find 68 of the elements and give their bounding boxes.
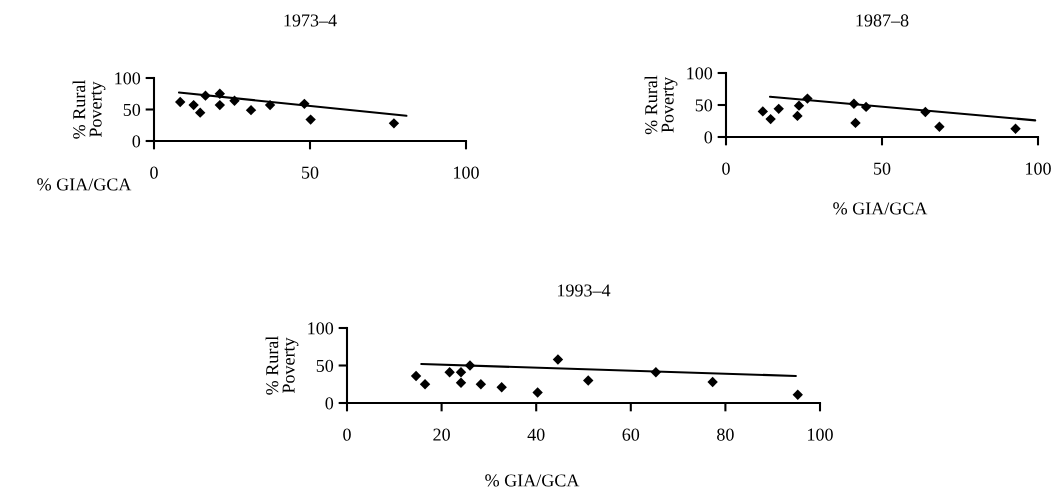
point — [229, 95, 240, 106]
y-tick-label: 50 — [316, 359, 334, 372]
point — [757, 106, 769, 117]
x-axis-title: % GIA/GCA — [833, 202, 928, 215]
chart-title: 1987–8 — [856, 14, 909, 27]
point — [245, 104, 257, 116]
point — [532, 387, 543, 398]
point — [188, 99, 199, 111]
point — [802, 93, 813, 104]
point — [455, 367, 467, 378]
y-axis-title: % Rural Poverty — [265, 336, 299, 395]
point — [934, 121, 945, 132]
x-axis-title: % GIA/GCA — [485, 474, 580, 487]
point — [410, 370, 422, 382]
point — [175, 96, 186, 108]
point — [214, 88, 226, 99]
point — [475, 379, 487, 390]
x-tick-label: 50 — [874, 162, 891, 175]
point — [860, 101, 872, 113]
y-tick-label: 100 — [308, 322, 334, 335]
point — [707, 376, 718, 388]
point — [299, 98, 310, 110]
x-tick-label: 100 — [454, 166, 479, 179]
y-tick-label: 50 — [695, 99, 713, 112]
point — [765, 113, 776, 125]
x-tick-label: 20 — [433, 428, 450, 441]
x-tick-label: 100 — [1026, 162, 1051, 175]
x-tick-label: 100 — [808, 428, 833, 441]
point — [850, 117, 861, 129]
point — [792, 389, 803, 400]
point — [793, 100, 805, 111]
point — [194, 107, 206, 118]
x-tick-label: 40 — [527, 428, 545, 441]
point — [419, 379, 431, 390]
chart-title: 1973–4 — [284, 14, 337, 27]
point — [264, 99, 276, 111]
point — [455, 377, 467, 388]
point — [848, 98, 860, 109]
point — [305, 114, 316, 125]
x-tick-label: 0 — [722, 162, 730, 175]
point — [583, 375, 594, 386]
point — [792, 110, 803, 122]
y-tick-label: 0 — [704, 131, 713, 144]
x-axis-title: % GIA/GCA — [37, 178, 132, 191]
y-tick-label: 50 — [123, 103, 141, 116]
point — [464, 360, 476, 371]
point — [1010, 123, 1021, 134]
point — [552, 354, 564, 365]
point — [650, 367, 662, 378]
y-tick-label: 100 — [687, 67, 713, 80]
point — [773, 103, 784, 115]
chart-title: 1993–4 — [558, 284, 611, 297]
y-tick-label: 100 — [115, 72, 141, 85]
y-axis-title: % Rural Poverty — [72, 80, 106, 139]
y-tick-label: 0 — [325, 397, 334, 410]
x-tick-label: 80 — [717, 428, 734, 441]
point — [214, 99, 226, 111]
point — [388, 118, 400, 129]
x-tick-label: 50 — [302, 166, 319, 179]
y-tick-label: 0 — [132, 135, 141, 148]
x-tick-label: 60 — [622, 428, 640, 441]
point — [444, 367, 455, 378]
point — [496, 382, 507, 393]
x-tick-label: 0 — [343, 428, 351, 441]
y-axis-title: % Rural Poverty — [644, 75, 678, 135]
point — [200, 90, 211, 101]
point — [920, 106, 931, 118]
x-tick-label: 0 — [150, 166, 158, 179]
